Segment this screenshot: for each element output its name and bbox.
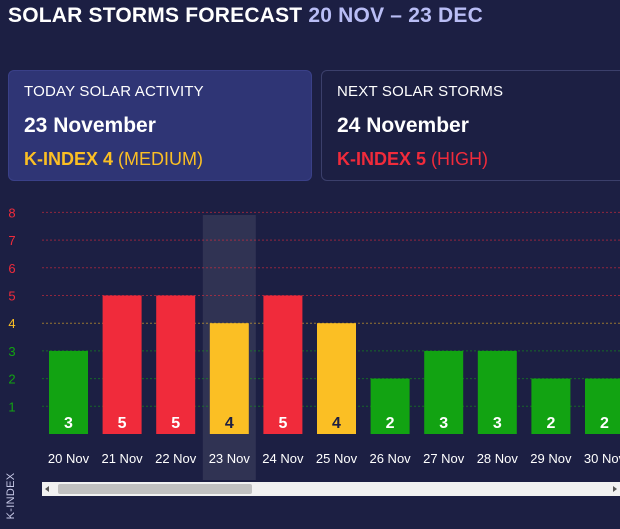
bar-value-label: 5 xyxy=(171,415,180,432)
bar[interactable] xyxy=(102,295,142,435)
x-tick-label: 22 Nov xyxy=(155,451,197,466)
x-tick-label: 25 Nov xyxy=(316,451,358,466)
today-card-kindex: K-INDEX 4 (MEDIUM) xyxy=(24,149,296,170)
today-activity-card: TODAY SOLAR ACTIVITY 23 November K-INDEX… xyxy=(8,70,312,181)
bar-value-label: 3 xyxy=(493,415,502,432)
next-card-heading: NEXT SOLAR STORMS xyxy=(337,83,504,100)
today-card-heading: TODAY SOLAR ACTIVITY xyxy=(24,83,204,100)
today-card-date: 23 November xyxy=(24,114,156,137)
x-tick-label: 29 Nov xyxy=(530,451,572,466)
y-tick-label: 4 xyxy=(8,316,15,331)
next-kindex-level: (HIGH) xyxy=(431,149,489,169)
bar-value-label: 3 xyxy=(64,415,73,432)
x-tick-label: 24 Nov xyxy=(262,451,304,466)
y-tick-label: 1 xyxy=(8,399,15,414)
x-tick-label: 30 Nov xyxy=(584,451,620,466)
y-axis-label: K-INDEX xyxy=(1,468,21,524)
scroll-right-arrow-icon[interactable] xyxy=(613,486,617,492)
scroll-left-arrow-icon[interactable] xyxy=(45,486,49,492)
bar[interactable] xyxy=(49,350,88,434)
today-kindex-value: K-INDEX 4 xyxy=(24,149,114,169)
bar-value-label: 5 xyxy=(278,415,287,432)
x-tick-label: 21 Nov xyxy=(101,451,143,466)
scrollbar-thumb[interactable] xyxy=(58,484,252,494)
title-date-range: 20 NOV – 23 DEC xyxy=(308,4,483,27)
next-storms-card: NEXT SOLAR STORMS 24 November K-INDEX 5 … xyxy=(321,70,620,181)
next-card-kindex: K-INDEX 5 (HIGH) xyxy=(337,149,615,170)
bar-value-label: 5 xyxy=(118,415,127,432)
bar[interactable] xyxy=(531,378,571,434)
y-tick-label: 5 xyxy=(8,289,15,304)
chart-horizontal-scrollbar[interactable] xyxy=(42,482,620,496)
y-tick-label: 3 xyxy=(8,344,15,359)
bar-value-label: 2 xyxy=(600,415,609,432)
y-axis-label-text: K-INDEX xyxy=(5,472,17,520)
x-tick-label: 23 Nov xyxy=(209,451,251,466)
bar-value-label: 2 xyxy=(386,415,395,432)
x-tick-label: 28 Nov xyxy=(477,451,519,466)
bar[interactable] xyxy=(317,323,356,434)
bar-value-label: 3 xyxy=(439,415,448,432)
bar[interactable] xyxy=(156,295,196,435)
y-tick-label: 6 xyxy=(8,261,15,276)
y-tick-label: 2 xyxy=(8,372,15,387)
title-text: SOLAR STORMS FORECAST xyxy=(8,4,303,27)
bar[interactable] xyxy=(209,323,249,434)
x-tick-label: 27 Nov xyxy=(423,451,465,466)
y-tick-label: 7 xyxy=(8,233,15,248)
bar-value-label: 4 xyxy=(332,415,341,432)
bar-value-label: 4 xyxy=(225,415,234,432)
next-card-date: 24 November xyxy=(337,114,469,137)
bar-value-label: 2 xyxy=(546,415,555,432)
today-kindex-level: (MEDIUM) xyxy=(118,149,204,169)
x-tick-label: 26 Nov xyxy=(369,451,411,466)
bar[interactable] xyxy=(477,350,517,434)
bar[interactable] xyxy=(370,378,410,434)
next-kindex-value: K-INDEX 5 xyxy=(337,149,427,169)
x-tick-label: 20 Nov xyxy=(48,451,90,466)
bar[interactable] xyxy=(424,350,464,434)
bar[interactable] xyxy=(263,295,303,435)
y-tick-label: 8 xyxy=(8,205,15,220)
bar[interactable] xyxy=(585,378,620,434)
page-title: SOLAR STORMS FORECAST 20 NOV – 23 DEC xyxy=(8,4,483,28)
